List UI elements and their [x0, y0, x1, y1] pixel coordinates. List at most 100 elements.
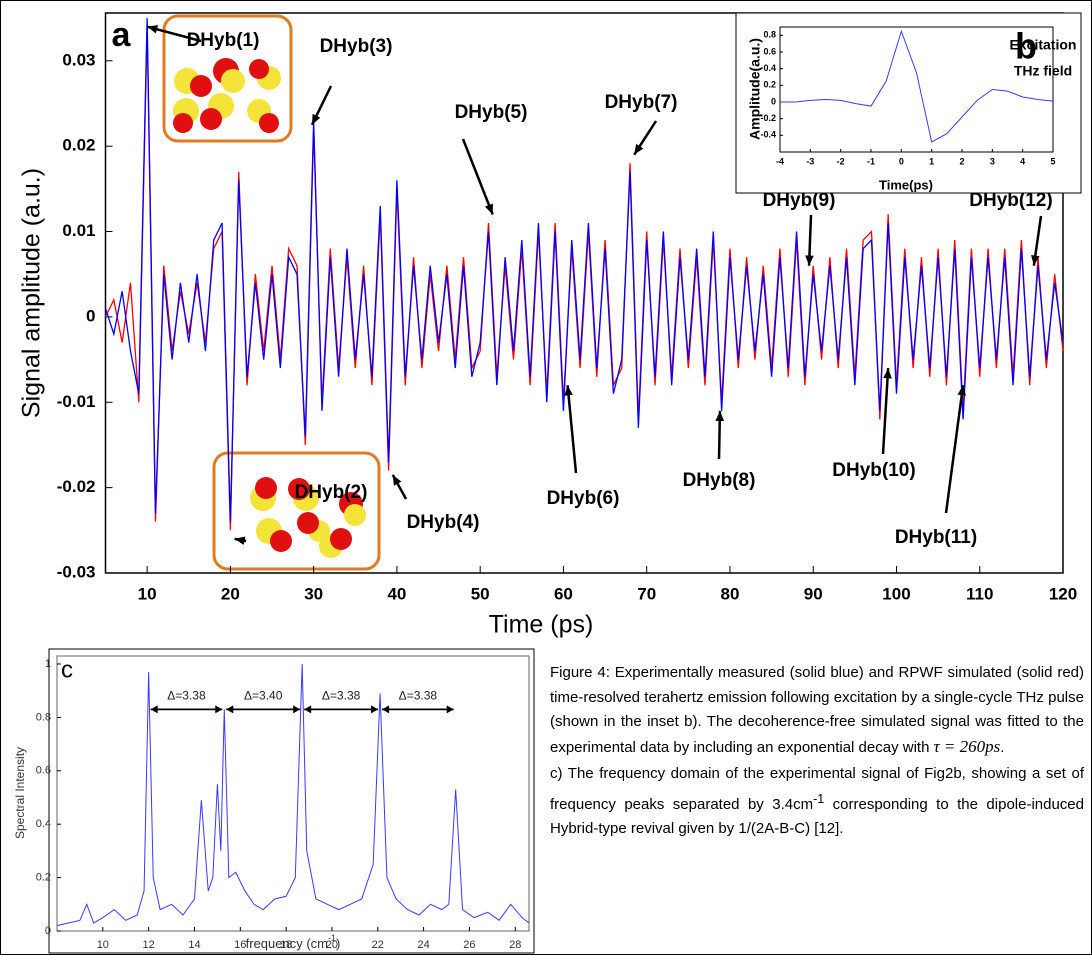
arrow-head	[715, 410, 725, 422]
annotation-label: DHyb(7)	[605, 92, 678, 113]
x-tick-label: -1	[867, 156, 875, 166]
arrow-head	[311, 113, 321, 125]
y-tick-label: 0.8	[763, 30, 776, 40]
y-tick-label: 0.2	[763, 80, 776, 90]
x-tick-label: 30	[304, 584, 323, 603]
x-tick-label: 12	[143, 939, 155, 951]
arrow-head	[957, 385, 966, 396]
panel-label: c	[61, 656, 73, 683]
annotation-label: DHyb(4)	[407, 512, 480, 533]
panel-label: b	[1015, 26, 1037, 67]
annotation-label: DHyb(1)	[187, 30, 260, 51]
caption-text: corresponding to the dipole-induced Hybr…	[550, 795, 1084, 838]
y-tick-label: 0.02	[62, 136, 95, 155]
y-tick-label: -0.01	[57, 392, 96, 411]
y-tick-label: -0.4	[760, 130, 776, 140]
panel-label: a	[112, 16, 132, 54]
y-axis-label: Amplitude(a.u.)	[747, 38, 763, 140]
y-tick-label: 0	[771, 96, 776, 106]
y-tick-label: 0.6	[36, 765, 51, 777]
caption-paragraph: Figure 4: Experimentally measured (solid…	[550, 661, 1084, 760]
x-tick-label: 5	[1050, 156, 1055, 166]
y-tick-label: 0.2	[36, 872, 51, 884]
caption: Figure 4: Experimentally measured (solid…	[550, 661, 1084, 844]
annotation-label: DHyb(3)	[320, 36, 393, 57]
inset-text: Excitation	[1010, 37, 1077, 53]
superscript: -1	[328, 933, 336, 943]
arrow-head	[147, 25, 159, 34]
span-label: Δ=3.38	[167, 689, 206, 703]
y-tick-label: 0.8	[36, 711, 51, 723]
y-tick-label: 0.01	[62, 221, 95, 240]
molecule-inset	[162, 14, 293, 143]
y-tick-label: -0.2	[760, 113, 776, 123]
x-tick-label: -3	[806, 156, 814, 166]
data-line	[56, 663, 530, 927]
x-tick-label: 26	[463, 939, 475, 951]
x-axis-label: Time (ps)	[489, 611, 594, 639]
x-tick-label: 20	[221, 584, 240, 603]
data-line	[780, 29, 1054, 143]
annotation-label: DHyb(8)	[683, 470, 756, 491]
x-tick-label: 10	[138, 584, 157, 603]
x-tick-label: 10	[97, 939, 109, 951]
panel-box	[48, 648, 535, 954]
x-tick-label: 28	[509, 939, 521, 951]
y-tick-label: 0.4	[763, 63, 776, 73]
span-label: Δ=3.38	[399, 689, 438, 703]
y-tick-label: 0.6	[763, 46, 776, 56]
y-tick-label: -0.03	[57, 562, 96, 581]
arrow-head	[564, 385, 573, 396]
x-tick-label: 100	[882, 584, 910, 603]
x-tick-label: 0	[899, 156, 904, 166]
x-axis-label-text: frequency (cm	[246, 936, 328, 951]
y-tick-label: 0	[45, 925, 51, 937]
annotation-label: DHyb(2)	[295, 482, 368, 503]
x-tick-label: 24	[417, 939, 429, 951]
y-tick-label: 0.4	[36, 818, 51, 830]
y-tick-label: 0.03	[62, 50, 95, 69]
x-tick-label: 40	[387, 584, 406, 603]
y-axis-label: Signal amplitude (a.u.)	[18, 168, 46, 418]
annotation-label: DHyb(12)	[969, 190, 1052, 211]
span-label: Δ=3.40	[244, 689, 283, 703]
annotation-arrow	[881, 368, 890, 455]
y-tick-label: -0.02	[57, 477, 96, 496]
annotation-label: DHyb(6)	[547, 488, 620, 509]
data-line	[104, 18, 1064, 522]
x-tick-label: -2	[837, 156, 845, 166]
x-tick-label: 80	[720, 584, 739, 603]
arrow-head	[484, 203, 493, 215]
plot-frame	[56, 655, 530, 932]
x-tick-label: 22	[372, 939, 384, 951]
x-tick-label: 110	[966, 584, 993, 603]
x-axis-label: Time(ps)	[879, 177, 933, 192]
molecule-inset	[212, 451, 381, 571]
superscript: -1	[813, 791, 825, 806]
annotation-label: DHyb(11)	[895, 527, 977, 548]
arrow-head	[883, 368, 892, 379]
x-axis-label-text: )	[336, 936, 340, 951]
caption-text: Figure 4: Experimentally measured (solid…	[550, 664, 1084, 756]
arrow-head	[1031, 255, 1040, 266]
y-tick-label: 1	[45, 658, 51, 670]
annotation-arrow	[566, 385, 578, 474]
x-tick-label: -4	[776, 156, 784, 166]
x-tick-label: 2	[959, 156, 964, 166]
caption-paragraph: c) The frequency domain of the experimen…	[550, 762, 1084, 842]
x-axis-label: frequency (cm-1)	[246, 933, 341, 951]
arrow-head	[634, 143, 644, 155]
caption-text: c) The frequency domain of the experimen…	[550, 765, 1084, 813]
caption-text: .	[1000, 738, 1005, 756]
x-tick-label: 16	[234, 939, 246, 951]
x-tick-label: 20	[326, 939, 338, 951]
y-axis-label: Spectral Intensity	[13, 747, 27, 839]
x-tick-label: 3	[990, 156, 995, 166]
annotation-label: DHyb(9)	[763, 190, 836, 211]
annotation-arrow	[944, 385, 965, 514]
x-tick-label: 70	[637, 584, 656, 603]
x-tick-label: 18	[280, 939, 292, 951]
formula: τ = 260ps	[933, 736, 1001, 756]
arrow-head	[392, 474, 402, 486]
